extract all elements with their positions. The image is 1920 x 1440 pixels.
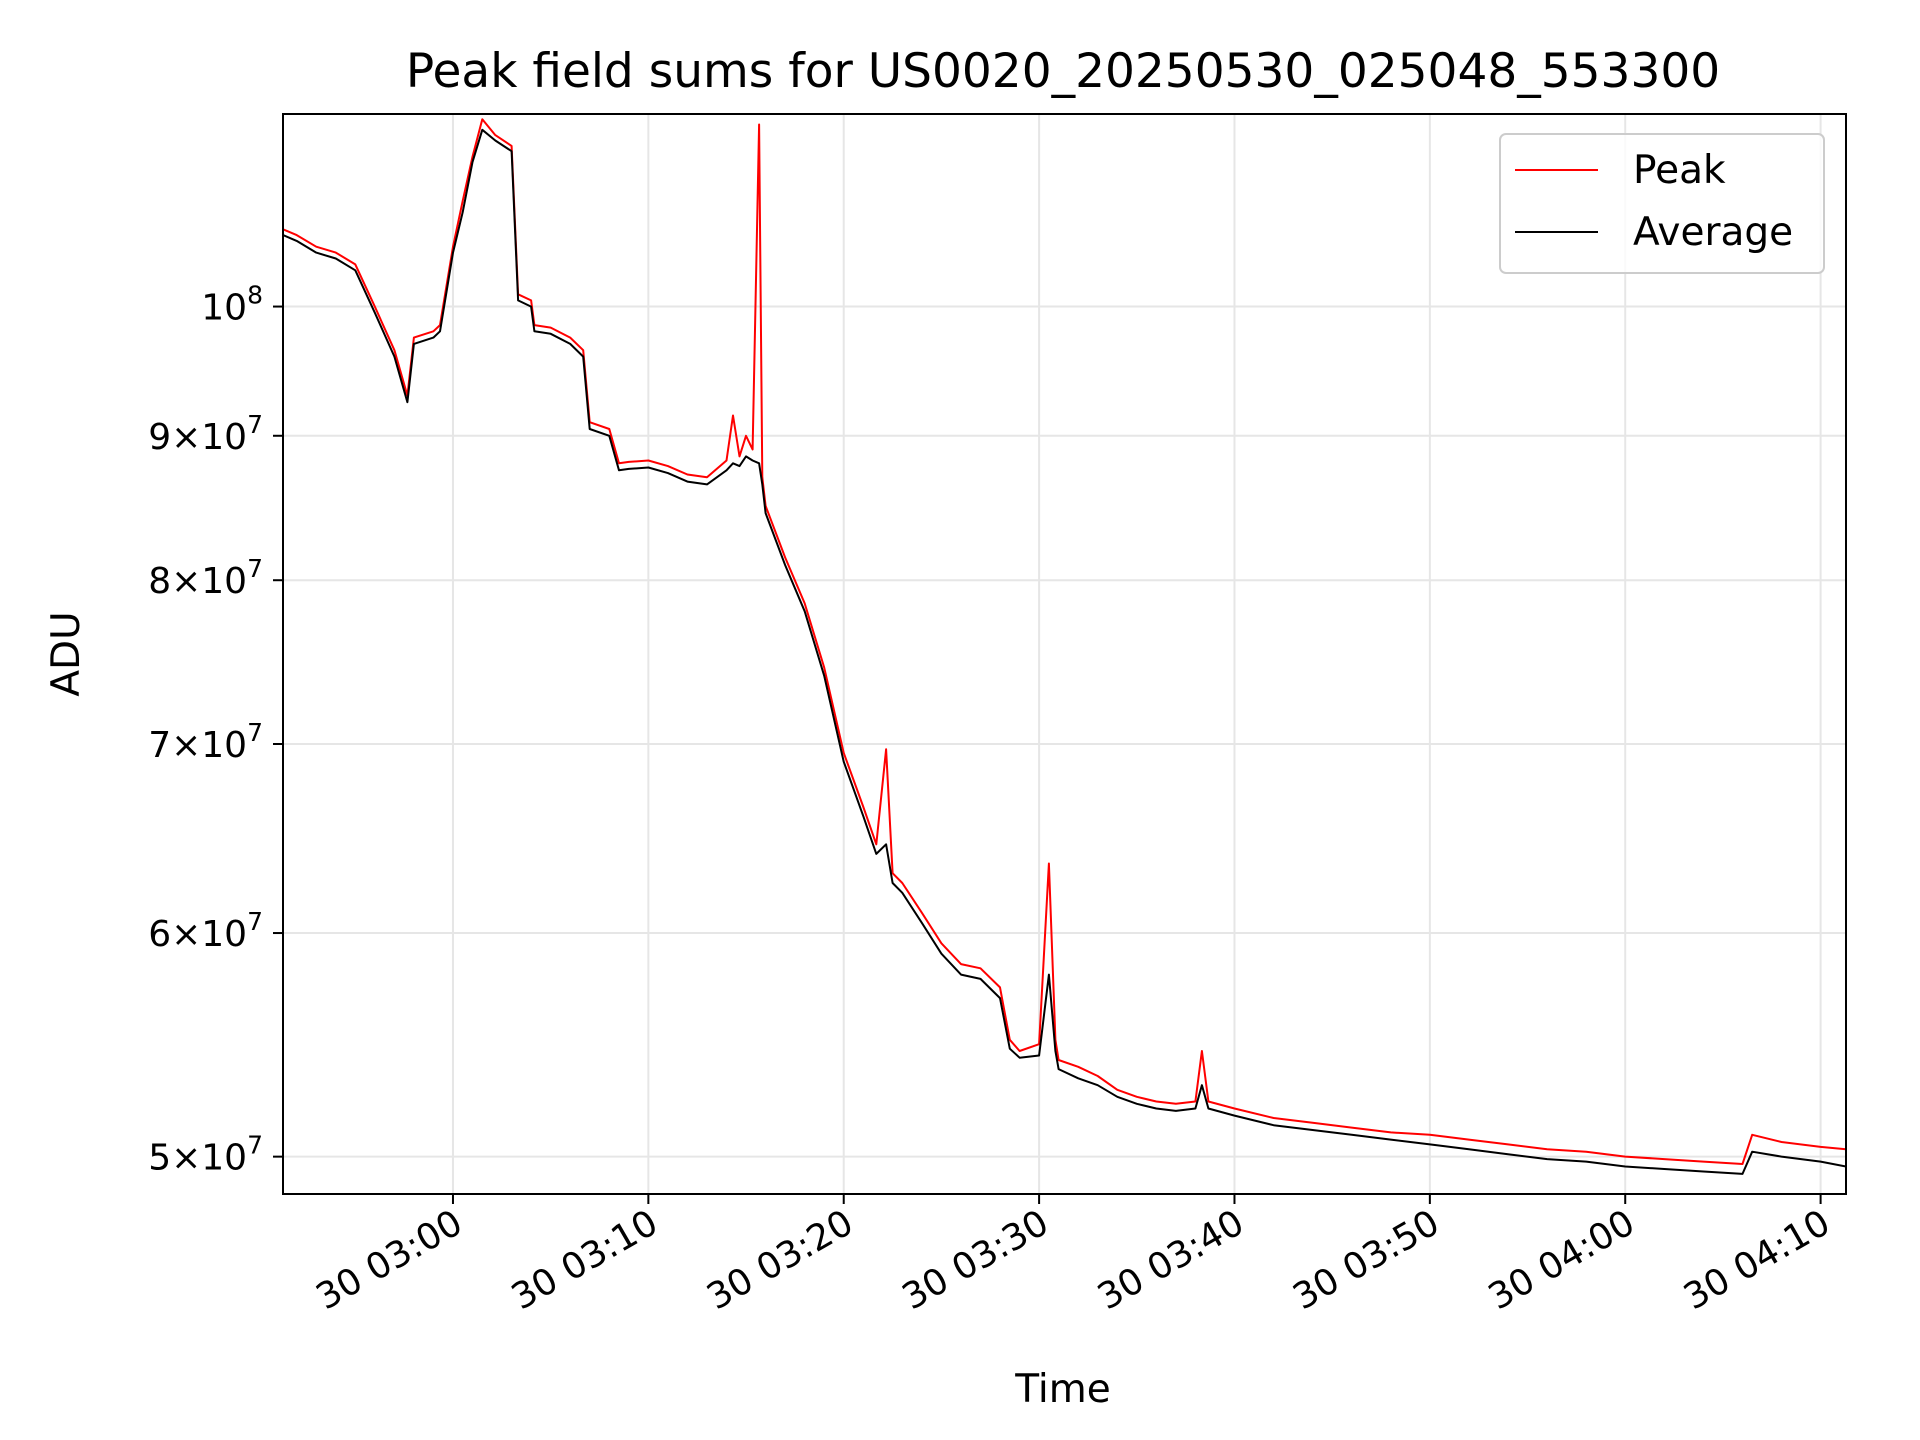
- y-axis-title: ADU: [44, 611, 89, 696]
- y-tick-label: 108: [201, 281, 263, 329]
- grid-lines: [283, 114, 1846, 1194]
- y-tick-label: 9×107: [148, 410, 263, 458]
- series-line-peak: [283, 118, 1846, 1165]
- y-tick-label: 8×107: [148, 554, 263, 602]
- y-tick-label: 6×107: [148, 907, 263, 955]
- series-layer: [283, 118, 1846, 1175]
- y-tick-label: 5×107: [148, 1131, 263, 1179]
- legend-box: [1499, 133, 1825, 274]
- chart-title: Peak field sums for US0020_20250530_0250…: [406, 44, 1720, 99]
- legend-label-average: Average: [1633, 210, 1793, 255]
- y-tick-label: 7×107: [148, 718, 263, 766]
- x-axis-title: Time: [1014, 1367, 1110, 1412]
- legend: Peak Average: [1499, 133, 1825, 274]
- series-line-average: [283, 128, 1846, 1175]
- legend-label-peak: Peak: [1633, 148, 1726, 193]
- plot-frame: [282, 113, 1847, 1195]
- y-axis: 5×107 6×107 7×107 8×107 9×107 108: [148, 281, 283, 1179]
